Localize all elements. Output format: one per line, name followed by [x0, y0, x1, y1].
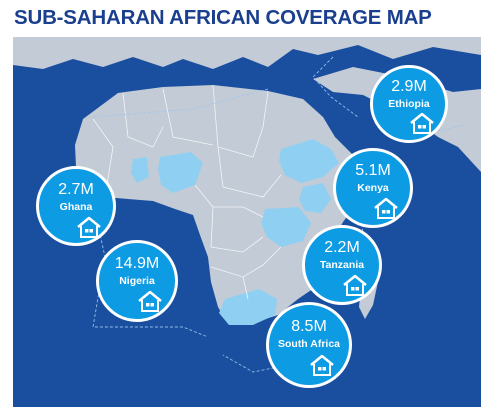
kenya-highlight	[299, 183, 331, 213]
coverage-value-south-africa: 8.5M	[291, 318, 327, 335]
country-label-south-africa: South Africa	[277, 338, 341, 350]
country-label-kenya: Kenya	[357, 182, 389, 194]
callout-tanzania[interactable]: 2.2M Tanzania	[302, 225, 382, 305]
coverage-value-tanzania: 2.2M	[324, 239, 360, 256]
coverage-value-ethiopia: 2.9M	[391, 78, 427, 95]
callout-ghana[interactable]: 2.7M Ghana	[36, 166, 116, 246]
callout-ethiopia[interactable]: 2.9M Ethiopia	[370, 65, 448, 143]
callout-kenya[interactable]: 5.1M Kenya	[333, 148, 413, 228]
south-africa-highlight	[219, 289, 277, 325]
coverage-value-kenya: 5.1M	[355, 162, 391, 179]
country-label-ethiopia: Ethiopia	[388, 98, 430, 110]
nigeria-highlight	[158, 152, 203, 193]
europe-landmass	[13, 37, 481, 69]
map-panel: 2.9M Ethiopia 5.1M Kenya 2.7M Ghana 14.9…	[13, 37, 481, 407]
ghana-highlight	[131, 157, 149, 183]
tanzania-highlight	[261, 207, 311, 247]
country-borders	[92, 84, 282, 300]
callout-south-africa[interactable]: 8.5M South Africa	[266, 302, 352, 388]
country-label-nigeria: Nigeria	[119, 275, 155, 287]
callout-nigeria[interactable]: 14.9M Nigeria	[96, 240, 178, 322]
country-label-ghana: Ghana	[59, 201, 93, 213]
coverage-value-nigeria: 14.9M	[114, 255, 160, 272]
country-label-tanzania: Tanzania	[319, 259, 365, 271]
map-title: SUB-SAHARAN AFRICAN COVERAGE MAP	[14, 6, 432, 29]
ethiopia-highlight	[279, 139, 339, 183]
coverage-value-ghana: 2.7M	[58, 181, 94, 198]
